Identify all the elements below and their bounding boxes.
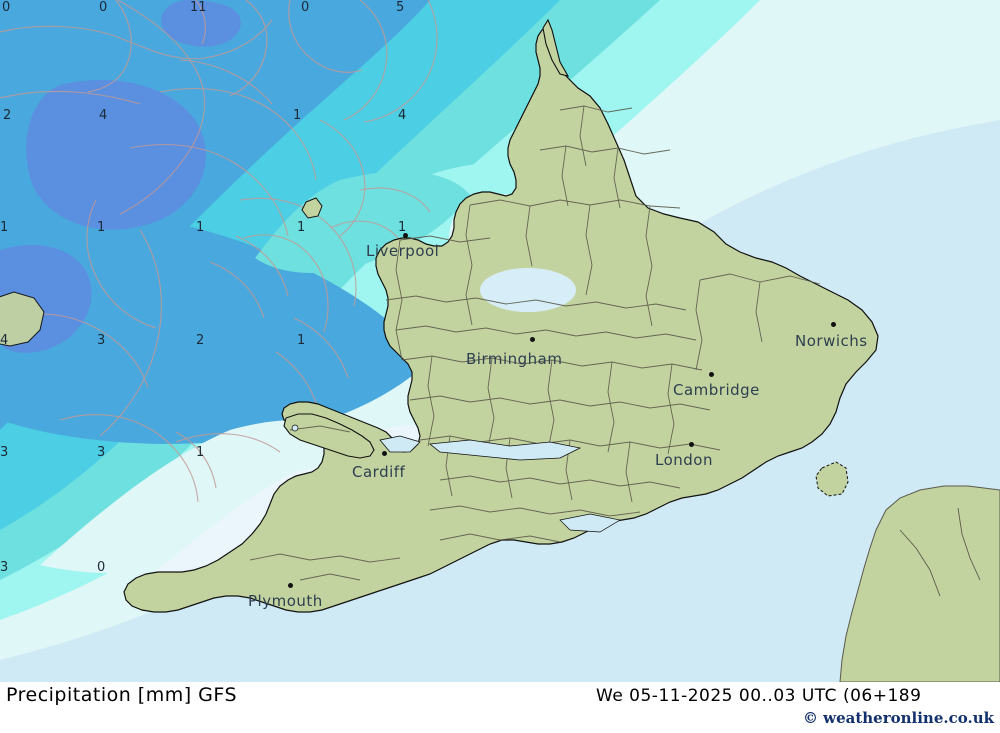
precipitation-map[interactable]: 0 0 11 0 5 4 1 4 2 1 1 1 1 1 4 3 2 1 3 3 1 3 0 Liverpool Birmin… — [0, 0, 1000, 682]
england-wales-landmass — [123, 27, 879, 613]
coastal-detail — [291, 424, 621, 533]
city-marker-dot — [831, 322, 836, 327]
city-marker-dot — [530, 337, 535, 342]
city-marker-dot — [403, 233, 408, 238]
copyright-notice: © weatheronline.co.uk — [802, 709, 994, 727]
ireland-sliver — [0, 291, 45, 347]
map-graphics — [0, 0, 1000, 682]
wales-coast — [283, 413, 375, 459]
city-marker-dot — [382, 451, 387, 456]
continental-europe — [815, 461, 1000, 682]
city-marker-dot — [288, 583, 293, 588]
northeast-spur — [542, 18, 570, 77]
model-run-info: We 05-11-2025 00..03 UTC (06+189 — [596, 686, 922, 706]
map-footer: Precipitation [mm] GFS We 05-11-2025 00.… — [0, 682, 1000, 733]
inland-water — [480, 268, 576, 312]
legend-title: Precipitation [mm] GFS — [6, 684, 238, 706]
isle-of-man — [301, 197, 323, 219]
landmass-britain — [123, 18, 879, 613]
city-marker-dot — [689, 442, 694, 447]
city-marker-dot — [709, 372, 714, 377]
